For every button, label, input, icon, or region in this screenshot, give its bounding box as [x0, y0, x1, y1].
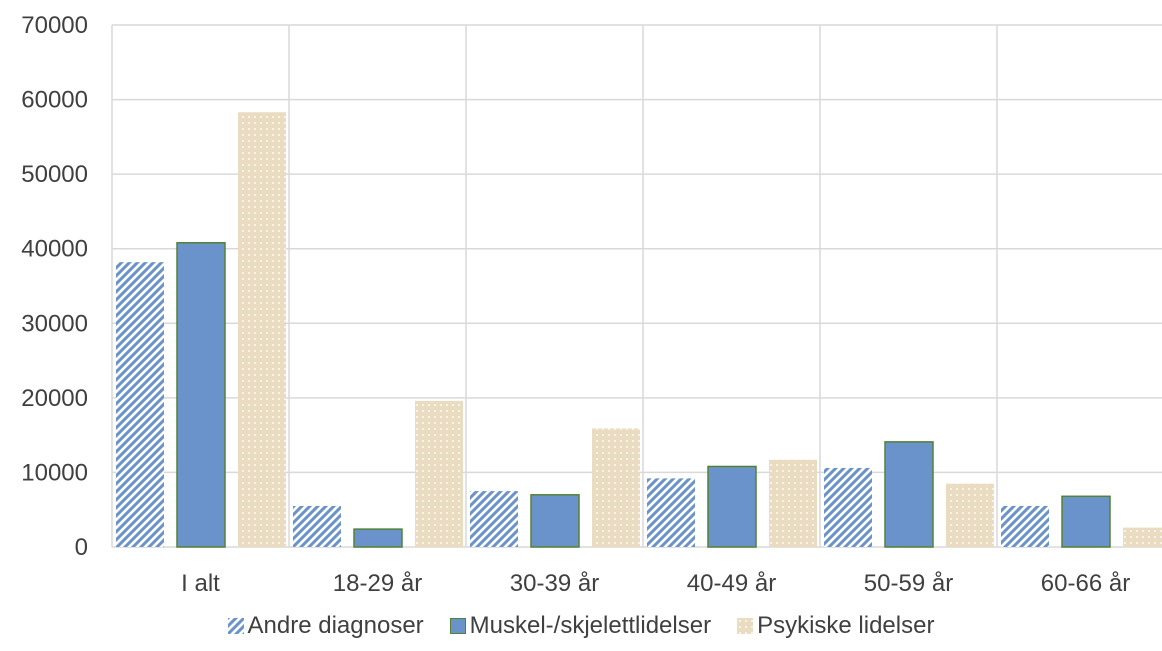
bar-chart: 0 10000 20000 30000 40000 50000 60000 70000 I a…: [21, 12, 1162, 597]
legend-item-muskel-skjelettlidelser: Muskel-/skjelettlidelser: [449, 612, 712, 640]
x-tick-label: 40-49 år: [687, 570, 776, 597]
bar-psykiske-lidelser: [415, 400, 463, 547]
bar-muskel-skjelettlidelser: [176, 241, 226, 548]
bar-psykiske-lidelser: [238, 112, 286, 548]
bar-andre-diagnoser: [824, 467, 872, 547]
y-tick-label: 40000: [21, 236, 88, 263]
y-tick-label: 70000: [21, 12, 88, 39]
bar-andre-diagnoser: [647, 478, 695, 547]
legend-swatch-andre-diagnoser: [227, 618, 244, 634]
bar-andre-diagnoser: [470, 491, 518, 547]
bar-muskel-skjelettlidelser: [530, 494, 580, 548]
x-tick-label: 30-39 år: [510, 570, 599, 597]
bar-psykiske-lidelser: [946, 483, 994, 547]
bar-andre-diagnoser: [116, 262, 164, 547]
bar-muskel-skjelettlidelser: [1061, 495, 1111, 548]
y-axis-tick-labels: 0 10000 20000 30000 40000 50000 60000 70000: [21, 12, 88, 561]
y-tick-label: 10000: [21, 459, 88, 486]
bar-psykiske-lidelser: [592, 428, 640, 547]
legend-label-muskel-skjelettlidelser: Muskel-/skjelettlidelser: [469, 612, 712, 639]
bar-muskel-skjelettlidelser: [884, 441, 934, 548]
y-tick-label: 20000: [21, 385, 88, 412]
legend-swatch-muskel-skjelettlidelser: [449, 618, 466, 634]
bar-muskel-skjelettlidelser: [353, 528, 403, 548]
y-tick-label: 30000: [21, 310, 88, 337]
legend-item-andre-diagnoser: Andre diagnoser: [227, 612, 424, 640]
legend-label-andre-diagnoser: Andre diagnoser: [247, 612, 424, 639]
legend-label-psykiske-lidelser: Psykiske lidelser: [757, 612, 935, 639]
y-tick-label: 50000: [21, 161, 88, 188]
y-tick-label: 60000: [21, 87, 88, 114]
x-tick-label: 50-59 år: [864, 570, 953, 597]
bar-andre-diagnoser: [1001, 505, 1049, 547]
legend: Andre diagnoser Muskel-/skjelettlidelser…: [0, 612, 1162, 640]
x-axis-tick-labels: I alt 18-29 år 30-39 år 40-49 år 50-59 år 60-…: [181, 570, 1130, 597]
gridlines: [111, 24, 1162, 548]
legend-swatch-psykiske-lidelser: [737, 618, 754, 634]
y-tick-label: 0: [75, 534, 88, 561]
bar-psykiske-lidelser: [1123, 527, 1162, 547]
bars: [116, 112, 1162, 548]
bar-muskel-skjelettlidelser: [707, 465, 757, 548]
bar-psykiske-lidelser: [769, 459, 817, 547]
x-tick-label: I alt: [181, 570, 220, 597]
legend-item-psykiske-lidelser: Psykiske lidelser: [737, 612, 934, 640]
x-tick-label: 18-29 år: [333, 570, 422, 597]
x-tick-label: 60-66 år: [1041, 570, 1130, 597]
bar-andre-diagnoser: [293, 505, 341, 547]
